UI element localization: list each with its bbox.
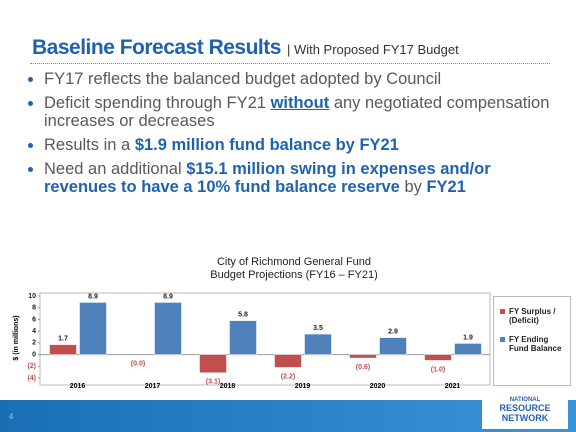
data-label: (2.2) [281, 373, 295, 380]
bar [274, 354, 302, 368]
bullet: Need an additional $15.1 million swing i… [44, 160, 564, 196]
data-label: (0.6) [356, 364, 370, 371]
bullet: Deficit spending through FY21 without an… [44, 94, 564, 130]
text: FY17 reflects the balanced budget adopte… [44, 70, 442, 88]
footer-bar [0, 400, 576, 432]
x-tick-label: 2020 [370, 383, 386, 390]
slide-subtitle: | With Proposed FY17 Budget [286, 42, 459, 57]
bar [454, 343, 482, 355]
bullet: Results in a $1.9 million fund balance b… [44, 136, 564, 154]
bar [49, 344, 77, 355]
legend-swatch [500, 337, 505, 342]
header: Baseline Forecast Results | With Proposed… [32, 36, 459, 60]
legend-label: FY Ending Fund Balance [509, 335, 562, 353]
legend-label: FY Surplus / (Deficit) [509, 307, 556, 325]
legend-item: FY Ending Fund Balance [500, 335, 566, 353]
x-tick-label: 2021 [445, 383, 461, 390]
text: by [404, 178, 422, 196]
y-tick-label: (2) [27, 363, 36, 370]
y-tick-label: 0 [32, 351, 36, 358]
legend-item: FY Surplus / (Deficit) [500, 307, 566, 325]
divider [30, 63, 550, 64]
data-label: 3.5 [313, 325, 323, 332]
data-label: (0.0) [131, 360, 145, 367]
bar [304, 333, 332, 355]
data-label: (1.0) [431, 366, 445, 373]
y-tick-label: (4) [27, 375, 36, 382]
bar [199, 354, 227, 373]
bar [424, 354, 452, 361]
bar [229, 320, 257, 355]
bar [154, 302, 182, 355]
emphasis: without [270, 94, 330, 112]
data-label: 1.9 [463, 334, 473, 341]
text: Need an additional [44, 160, 182, 178]
text: any negotiated compensation increases or… [44, 94, 550, 130]
text: Deficit spending through FY21 [44, 94, 266, 112]
emphasis: $15.1 million swing in expenses and/or r… [44, 160, 491, 196]
bar [349, 354, 377, 359]
data-label: 8.9 [163, 293, 173, 300]
chart-subtitle: Budget Projections (FY16 – FY21) [210, 269, 378, 281]
page-number: 4 [9, 412, 14, 421]
emphasis: $1.9 million fund balance by FY21 [134, 136, 399, 154]
y-tick-label: 10 [28, 293, 36, 300]
bullet: FY17 reflects the balanced budget adopte… [44, 70, 564, 88]
chart: City of Richmond General Fund Budget Pro… [13, 256, 491, 390]
x-tick-label: 2019 [295, 383, 311, 390]
plot-frame [39, 292, 491, 386]
logo: NATIONAL RESOURCE NETWORK [482, 393, 568, 429]
slide-title: Baseline Forecast Results [32, 36, 281, 59]
bar [79, 302, 107, 355]
bullet-list: FY17 reflects the balanced budget adopte… [28, 70, 564, 202]
legend: FY Surplus / (Deficit) FY Ending Fund Bal… [493, 296, 571, 386]
x-tick-label: 2016 [70, 383, 86, 390]
data-label: 5.8 [238, 311, 248, 318]
chart-title: City of Richmond General Fund [217, 256, 371, 268]
text: Results in a [44, 136, 131, 154]
y-tick-label: 4 [32, 328, 36, 335]
emphasis: FY21 [426, 178, 466, 196]
logo-main: RESOURCE NETWORK [499, 403, 551, 423]
data-label: (3.1) [206, 379, 220, 386]
data-label: 1.7 [58, 335, 68, 342]
x-tick-label: 2017 [145, 383, 161, 390]
y-tick-label: 8 [32, 305, 36, 312]
y-tick-label: 2 [32, 340, 36, 347]
logo-top: NATIONAL [509, 397, 541, 403]
bar [379, 337, 407, 355]
data-label: 2.9 [388, 328, 398, 335]
data-label: 8.9 [88, 293, 98, 300]
y-tick-label: 6 [32, 316, 36, 323]
legend-swatch [500, 309, 505, 314]
x-tick-label: 2018 [220, 383, 236, 390]
y-axis-label: $ (in millions) [13, 315, 20, 360]
